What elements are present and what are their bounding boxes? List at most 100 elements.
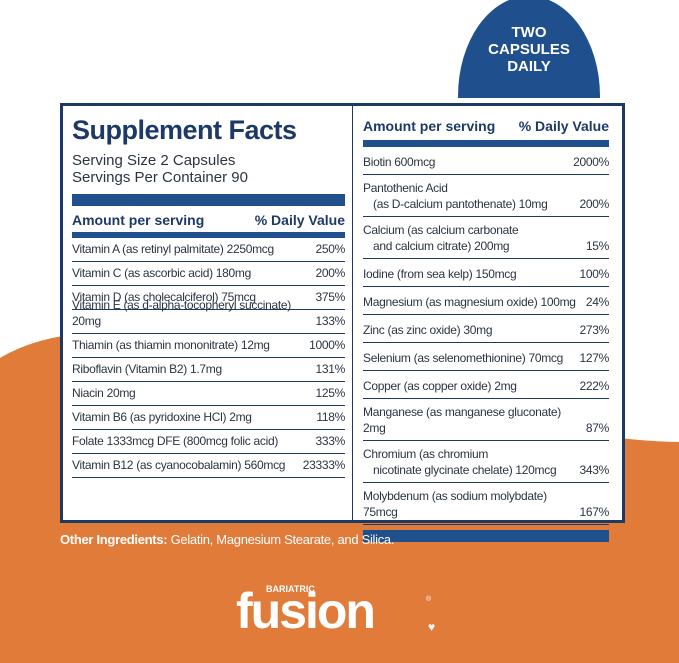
nutrient-row: Vitamin B12 (as cyanocobalamin) 560mcg 23… (72, 454, 345, 478)
header-dv: % Daily Value (518, 118, 609, 134)
nutrient-label: Vitamin C (as ascorbic acid) 180mg (72, 266, 251, 280)
nutrient-label: Pantothenic Acid (363, 181, 448, 195)
nutrient-row: Vitamin D (as cholecalciferol) 75mcg 375% (72, 286, 345, 310)
nutrient-label: Vitamin B12 (as cyanocobalamin) 560mcg (72, 458, 286, 472)
supplement-facts-panel: Supplement Facts Serving Size 2 Capsules… (60, 103, 625, 542)
registered-mark: ® (426, 596, 432, 603)
logo-small: BARIATRIC (266, 584, 315, 594)
other-ingredients: Other Ingredients: Gelatin, Magnesium St… (60, 532, 394, 547)
nutrient-name: Vitamin E (as d-alpha-tocopheryl succina… (72, 297, 316, 329)
nutrient-row: Chromium (as chromium nicotinate glycinat… (363, 441, 609, 483)
column-header: Amount per serving % Daily Value (363, 112, 609, 138)
left-column: Supplement Facts Serving Size 2 Capsules… (63, 106, 353, 520)
nutrient-row: Riboflavin (Vitamin B2) 1.7mg 131% (72, 358, 345, 382)
daily-value: 24% (585, 295, 609, 309)
nutrient-label: Vitamin A (as retinyl palmitate) 2250mcg (72, 242, 274, 256)
daily-value: 200% (315, 266, 346, 280)
header-amount: Amount per serving (363, 118, 496, 134)
nutrient-name: Copper (as copper oxide) 2mg (363, 378, 517, 394)
nutrient-name: Vitamin B6 (as pyridoxine HCl) 2mg (72, 409, 252, 425)
nutrient-row: Manganese (as manganese gluconate) 2mg 87… (363, 399, 609, 441)
nutrient-row: Selenium (as selenomethionine) 70mcg 127% (363, 343, 609, 371)
nutrient-label: Niacin 20mg (72, 386, 136, 400)
nutrient-label: Vitamin D (as cholecalciferol) 75mcg (72, 290, 256, 304)
nutrient-label: Calcium (as calcium carbonate (363, 223, 519, 237)
daily-value: 125% (315, 386, 346, 400)
nutrient-row: Vitamin E (as d-alpha-tocopheryl succina… (72, 298, 345, 334)
nutrient-name: Magnesium (as magnesium oxide) 100mg (363, 294, 576, 310)
daily-value: 333% (315, 434, 346, 448)
serving-size: Serving Size 2 Capsules (72, 152, 236, 169)
nutrient-sublabel: and calcium citrate) 200mg (373, 239, 510, 253)
nutrient-name: Biotin 600mcg (363, 154, 435, 170)
nutrient-label: Riboflavin (Vitamin B2) 1.7mg (72, 362, 222, 376)
nutrient-label: Chromium (as chromium (363, 447, 489, 461)
nutrient-label: Manganese (as manganese gluconate) 2mg (363, 405, 561, 435)
nutrient-row: Calcium (as calcium carbonate and calcium… (363, 217, 609, 259)
nutrient-name: Manganese (as manganese gluconate) 2mg (363, 404, 586, 436)
nutrient-name: Vitamin A (as retinyl palmitate) 2250mcg (72, 241, 274, 257)
divider-bar (363, 140, 609, 147)
nutrient-name: Riboflavin (Vitamin B2) 1.7mg (72, 361, 222, 377)
daily-value: 23333% (302, 458, 346, 472)
header-amount: Amount per serving (72, 212, 205, 228)
nutrient-row: Vitamin B6 (as pyridoxine HCl) 2mg 118% (72, 406, 345, 430)
nutrient-name: Folate 1333mcg DFE (800mcg folic acid) (72, 433, 278, 449)
bariatric-fusion-logo: fusion BARIATRIC ® ♥ (236, 578, 456, 648)
nutrient-name: Selenium (as selenomethionine) 70mcg (363, 350, 563, 366)
nutrient-name: Thiamin (as thiamin mononitrate) 12mg (72, 337, 270, 353)
servings-per-container: Servings Per Container 90 (72, 169, 248, 186)
daily-value: 118% (316, 410, 345, 424)
nutrient-label: Iodine (from sea kelp) 150mcg (363, 267, 517, 281)
logo-wordmark: fusion (236, 583, 376, 639)
daily-value: 127% (579, 351, 610, 365)
header-dv: % Daily Value (254, 212, 345, 228)
nutrient-name: Chromium (as chromium nicotinate glycinat… (363, 446, 557, 478)
nutrient-label: Molybdenum (as sodium molybdate) 75mcg (363, 489, 547, 519)
nutrient-label: Magnesium (as magnesium oxide) 100mg (363, 295, 576, 309)
nutrient-sublabel: nicotinate glycinate chelate) 120mcg (373, 463, 557, 477)
nutrient-row: Iodine (from sea kelp) 150mcg 100% (363, 259, 609, 287)
nutrient-name: Vitamin D (as cholecalciferol) 75mcg (72, 289, 256, 305)
daily-value: 1000% (309, 338, 345, 352)
daily-value: 87% (585, 421, 609, 435)
daily-value: 250% (315, 242, 346, 256)
column-header: Amount per serving % Daily Value (72, 206, 345, 232)
daily-value: 15% (585, 239, 609, 253)
nutrient-label: Biotin 600mcg (363, 155, 436, 169)
nutrient-name: Molybdenum (as sodium molybdate) 75mcg (363, 488, 580, 520)
right-column: Amount per serving % Daily Value Biotin 6… (353, 106, 622, 542)
nutrient-row: Vitamin C (as ascorbic acid) 180mg 200% (72, 262, 345, 286)
nutrient-name: Pantothenic Acid (as D-calcium pantothena… (363, 180, 548, 212)
nutrient-name: Niacin 20mg (72, 385, 136, 401)
nutrient-name: Iodine (from sea kelp) 150mcg (363, 266, 517, 282)
nutrient-row: Pantothenic Acid (as D-calcium pantothena… (363, 175, 609, 217)
nutrient-label: Folate 1333mcg DFE (800mcg folic acid) (72, 434, 279, 448)
badge-line: DAILY (507, 58, 551, 75)
nutrient-label: Vitamin E (as d-alpha-tocopheryl succina… (72, 298, 291, 328)
facts-title: Supplement Facts (72, 115, 297, 145)
nutrient-row: Thiamin (as thiamin mononitrate) 12mg 100… (72, 334, 345, 358)
nutrient-label: Vitamin B6 (as pyridoxine HCl) 2mg (72, 410, 252, 424)
nutrient-row: Niacin 20mg 125% (72, 382, 345, 406)
nutrient-row: Vitamin A (as retinyl palmitate) 2250mcg… (72, 238, 345, 262)
nutrient-name: Vitamin C (as ascorbic acid) 180mg (72, 265, 251, 281)
heart-icon: ♥ (428, 620, 436, 634)
daily-value: 222% (579, 379, 610, 393)
badge-line: CAPSULES (488, 41, 570, 58)
daily-value: 375% (315, 290, 346, 304)
nutrient-row: Molybdenum (as sodium molybdate) 75mcg 16… (363, 483, 609, 525)
divider-bar (363, 530, 609, 542)
badge-line: TWO (511, 24, 547, 41)
nutrient-name: Vitamin B12 (as cyanocobalamin) 560mcg (72, 457, 285, 473)
nutrient-name: Zinc (as zinc oxide) 30mg (363, 322, 493, 338)
other-ingredients-label: Other Ingredients: (60, 532, 168, 547)
daily-value: 200% (579, 197, 610, 211)
nutrient-label: Thiamin (as thiamin mononitrate) 12mg (72, 338, 270, 352)
nutrient-row: Folate 1333mcg DFE (800mcg folic acid) 33… (72, 430, 345, 454)
daily-value: 131% (315, 362, 346, 376)
daily-value: 167% (579, 505, 610, 519)
nutrient-label: Zinc (as zinc oxide) 30mg (363, 323, 493, 337)
nutrient-row: Zinc (as zinc oxide) 30mg 273% (363, 315, 609, 343)
nutrient-row: Magnesium (as magnesium oxide) 100mg 24% (363, 287, 609, 315)
